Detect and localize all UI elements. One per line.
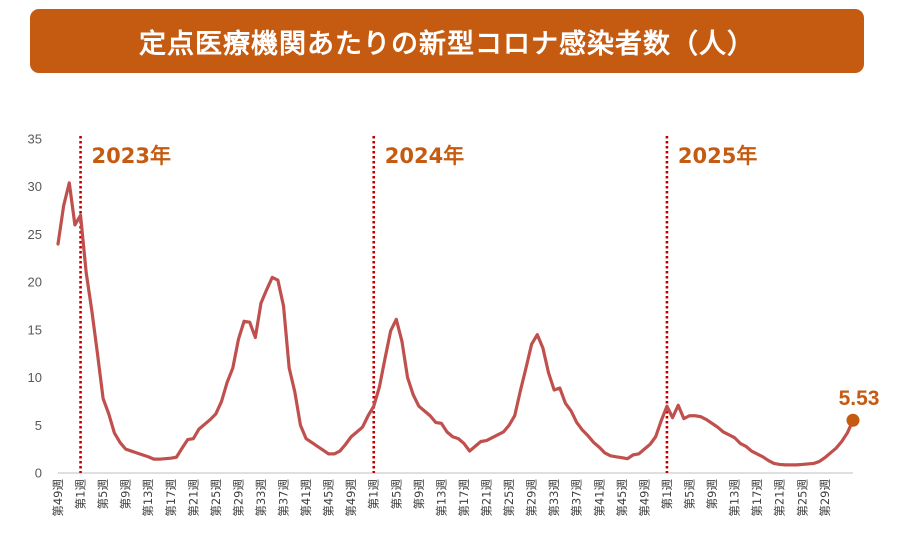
x-tick-label: 第5週: [682, 479, 696, 510]
x-tick-label: 第29週: [818, 479, 832, 517]
last-value-label: 5.53: [839, 387, 880, 410]
year-label: 2023年: [92, 144, 171, 168]
x-tick-label: 第41週: [592, 479, 606, 517]
year-label: 2025年: [678, 144, 757, 168]
y-tick-label: 10: [28, 370, 42, 385]
x-tick-label: 第5週: [389, 479, 403, 510]
x-tick-label: 第37週: [277, 479, 291, 517]
x-tick-label: 第17週: [750, 479, 764, 517]
x-tick-label: 第45週: [615, 479, 629, 517]
y-tick-label: 35: [28, 132, 42, 147]
x-tick-label: 第33週: [547, 479, 561, 517]
series-line: [56, 181, 855, 467]
x-tick-label: 第21週: [480, 479, 494, 517]
x-tick-label: 第25週: [502, 479, 516, 517]
x-tick-label: 第49週: [344, 479, 358, 517]
y-tick-label: 5: [35, 418, 42, 433]
x-tick-label: 第9週: [119, 479, 133, 510]
x-tick-label: 第37週: [570, 479, 584, 517]
y-tick-label: 15: [28, 322, 42, 337]
x-tick-label: 第13週: [728, 479, 742, 517]
x-tick-label: 第29週: [231, 479, 245, 517]
x-tick-label: 第1週: [660, 479, 674, 510]
series-layer: 5.53: [56, 181, 880, 467]
x-tick-label: 第1週: [367, 479, 381, 510]
x-tick-label: 第17週: [164, 479, 178, 517]
year-label: 2024年: [385, 144, 464, 168]
x-tick-label: 第41週: [299, 479, 313, 517]
x-tick-label: 第9週: [705, 479, 719, 510]
x-axis: 第49週 第1週 第5週 第9週 第13週 第17週 第21週 第25週 第29週 第33週 第37…: [51, 472, 853, 517]
title-banner: 定点医療機関あたりの新型コロナ感染者数（人）: [30, 9, 864, 73]
x-tick-label: 第21週: [186, 479, 200, 517]
x-tick-label: 第13週: [434, 479, 448, 517]
x-tick-label: 第1週: [74, 479, 88, 510]
x-tick-label: 第13週: [141, 479, 155, 517]
y-tick-label: 30: [28, 179, 42, 194]
x-tick-label: 第45週: [322, 479, 336, 517]
x-tick-label: 第33週: [254, 479, 268, 517]
x-tick-label: 第17週: [457, 479, 471, 517]
year-dividers: 2023年 2024年 2025年: [79, 136, 757, 473]
y-tick-label: 25: [28, 227, 42, 242]
x-tick-label: 第9週: [412, 479, 426, 510]
last-point-marker: [846, 413, 860, 427]
x-tick-label: 第49週: [637, 479, 651, 517]
x-tick-label: 第29週: [525, 479, 539, 517]
y-tick-label: 20: [28, 275, 42, 290]
chart-title: 定点医療機関あたりの新型コロナ感染者数（人）: [139, 28, 755, 60]
y-tick-label: 0: [35, 466, 42, 481]
x-tick-label: 第25週: [795, 479, 809, 517]
x-tick-label: 第21週: [773, 479, 787, 517]
x-tick-label: 第5週: [96, 479, 110, 510]
y-axis: 0 5 10 15 20 25 30 35: [28, 132, 42, 481]
x-tick-label: 第25週: [209, 479, 223, 517]
x-tick-label: 第49週: [51, 479, 65, 517]
